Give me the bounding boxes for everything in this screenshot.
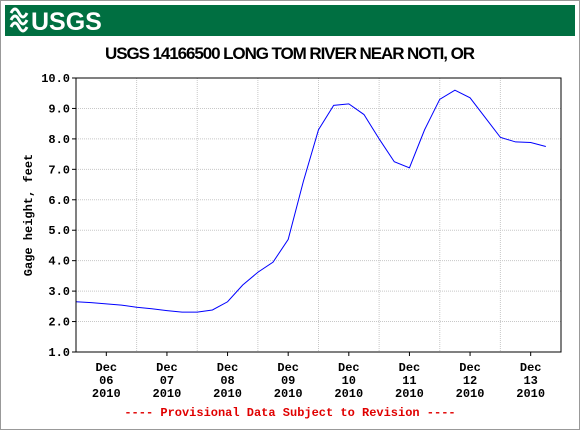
x-tick-label: Dec 06 2010	[91, 361, 121, 401]
y-tick-label: 1.0	[48, 346, 70, 360]
x-tick-label: Dec 07 2010	[152, 361, 182, 401]
x-tick-label: Dec 11 2010	[395, 361, 424, 401]
logo-waves	[9, 7, 29, 33]
y-tick-label: 10.0	[41, 72, 70, 86]
y-tick-label: 7.0	[48, 163, 70, 177]
x-tick-label: Dec 13 2010	[516, 361, 546, 401]
header-bar	[5, 5, 575, 36]
y-axis-label: Gage height, feet	[22, 154, 36, 276]
annotation: ---- Provisional Data Subject to Revisio…	[124, 406, 455, 420]
y-tick-label: 5.0	[48, 224, 70, 238]
y-tick-label: 6.0	[48, 194, 70, 208]
logo: USGS	[31, 8, 102, 36]
y-tick-label: 8.0	[48, 133, 70, 147]
x-tick-label: Dec 10 2010	[334, 361, 364, 401]
y-tick-label: 9.0	[48, 102, 70, 116]
y-tick-label: 4.0	[48, 255, 70, 269]
y-tick-label: 3.0	[48, 285, 70, 299]
plot-frame	[75, 77, 562, 353]
x-tick-label: Dec 08 2010	[213, 361, 242, 401]
x-tick-label: Dec 09 2010	[273, 361, 303, 401]
chart-title: USGS 14166500 LONG TOM RIVER NEAR NOTI, …	[105, 44, 475, 63]
y-tick-label: 2.0	[48, 316, 70, 330]
x-tick-label: Dec 12 2010	[455, 361, 485, 401]
data-line	[75, 89, 546, 313]
